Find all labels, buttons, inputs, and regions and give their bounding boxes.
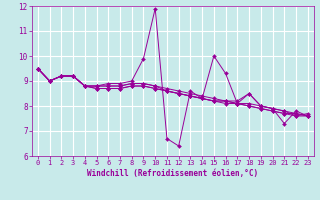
X-axis label: Windchill (Refroidissement éolien,°C): Windchill (Refroidissement éolien,°C) bbox=[87, 169, 258, 178]
